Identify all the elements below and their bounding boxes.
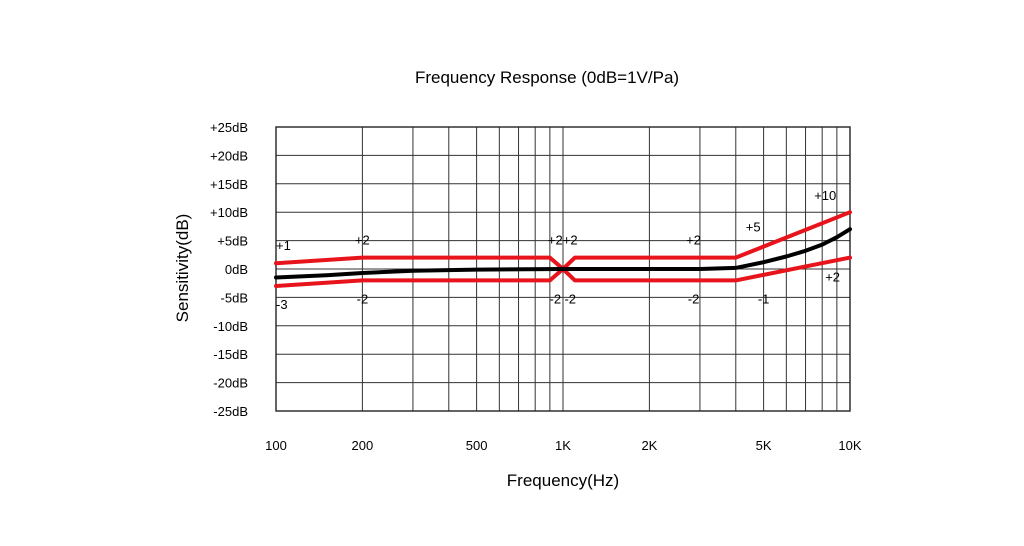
limit-annotation: -2 xyxy=(688,292,700,307)
limit-annotation: +10 xyxy=(814,188,836,203)
limit-annotation: -3 xyxy=(276,297,288,312)
x-tick-label: 200 xyxy=(352,438,374,453)
y-tick-label: -25dB xyxy=(213,404,248,419)
y-tick-label: -15dB xyxy=(213,347,248,362)
y-axis-title: Sensitivity(dB) xyxy=(173,214,192,323)
limit-annotation: -1 xyxy=(758,292,770,307)
limit-annotation: -2 xyxy=(564,292,576,307)
limit-annotation: +2 xyxy=(548,232,563,247)
y-tick-label: +15dB xyxy=(210,177,248,192)
plot-frame xyxy=(275,126,851,412)
x-tick-label: 10K xyxy=(838,438,861,453)
y-tick-label: +20dB xyxy=(210,148,248,163)
y-tick-label: +10dB xyxy=(210,205,248,220)
limit-annotation: -2 xyxy=(550,292,562,307)
limit-annotation: -2 xyxy=(357,292,369,307)
limit-annotation: +5 xyxy=(746,219,761,234)
x-tick-label: 100 xyxy=(265,438,287,453)
y-tick-label: -20dB xyxy=(213,376,248,391)
x-axis-title: Frequency(Hz) xyxy=(507,471,619,490)
chart-title: Frequency Response (0dB=1V/Pa) xyxy=(415,68,679,87)
y-tick-label: +5dB xyxy=(217,234,248,249)
limit-annotation: +1 xyxy=(276,238,291,253)
x-axis-ticks: 100 200 500 1K 2K 5K 10K xyxy=(265,438,862,453)
limit-annotation: +2 xyxy=(563,232,578,247)
x-tick-label: 500 xyxy=(466,438,488,453)
y-axis-ticks: +25dB +20dB +15dB +10dB +5dB 0dB -5dB -10dB -15d… xyxy=(210,120,248,419)
x-tick-label: 1K xyxy=(555,438,571,453)
limit-annotation: +2 xyxy=(355,232,370,247)
annotations: +1 +2 +2 +2 +2+5+10-3 -2 -2 -2 -2 -1+2 xyxy=(276,188,840,312)
series-layer xyxy=(274,210,852,288)
x-tick-label: 5K xyxy=(756,438,772,453)
limit-annotation: +2 xyxy=(825,269,840,284)
y-tick-label: -10dB xyxy=(213,319,248,334)
series-line-response xyxy=(274,227,852,280)
x-tick-label: 2K xyxy=(641,438,657,453)
y-tick-label: +25dB xyxy=(210,120,248,135)
y-tick-label: -5dB xyxy=(221,290,248,305)
limit-annotation: +2 xyxy=(686,232,701,247)
y-tick-label: 0dB xyxy=(225,262,248,277)
